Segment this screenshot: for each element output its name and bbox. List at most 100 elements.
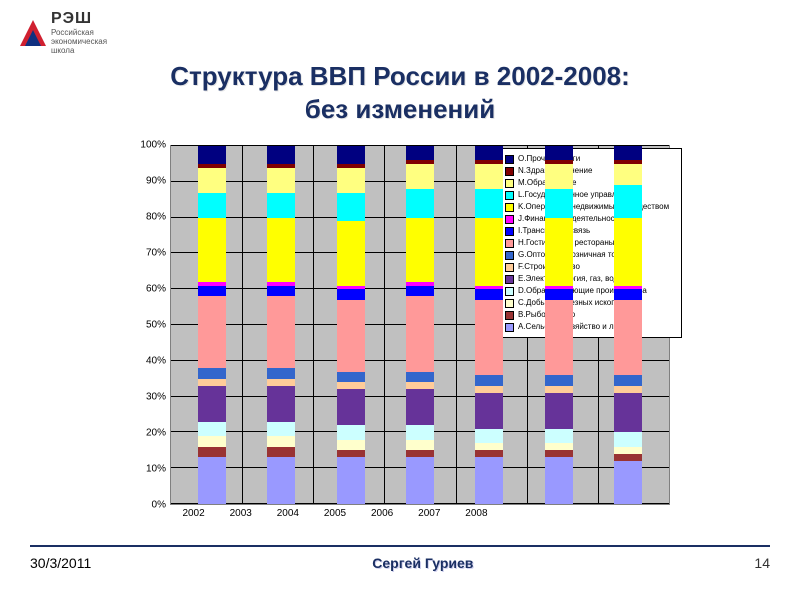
- gridline-v: [456, 146, 457, 504]
- legend-swatch: [505, 167, 514, 176]
- logo: РЭШ Российская экономическая школа: [20, 10, 107, 55]
- segment: [406, 450, 434, 457]
- x-tick-label: 2006: [371, 508, 393, 519]
- legend-swatch: [505, 251, 514, 260]
- segment: [406, 440, 434, 451]
- segment: [545, 289, 573, 300]
- segment: [198, 296, 226, 368]
- segment: [337, 168, 365, 193]
- legend-item: H.Гостиницы и рестораны: [505, 238, 677, 248]
- segment: [198, 193, 226, 218]
- y-tick-label: 90%: [146, 176, 166, 187]
- segment: [614, 454, 642, 461]
- segment: [545, 443, 573, 450]
- segment: [475, 146, 503, 160]
- legend-label: A.Сельское хозяйство и лес: [518, 322, 677, 332]
- legend-swatch: [505, 275, 514, 284]
- segment: [337, 450, 365, 457]
- legend-item: N.Здравоохранение: [505, 166, 677, 176]
- segment: [545, 146, 573, 160]
- segment: [545, 457, 573, 504]
- y-tick-label: 0%: [152, 500, 166, 511]
- logo-icon: [20, 20, 46, 46]
- segment: [337, 221, 365, 285]
- segment: [337, 146, 365, 164]
- footer-author: Сергей Гуриев: [372, 555, 473, 571]
- segment: [475, 289, 503, 300]
- segment: [198, 379, 226, 386]
- x-tick-label: 2005: [324, 508, 346, 519]
- segment: [406, 425, 434, 439]
- segment: [614, 386, 642, 393]
- segment: [406, 218, 434, 282]
- footer-page: 14: [754, 555, 770, 571]
- bar-2007: [545, 146, 573, 504]
- legend-item: F.Строительство: [505, 262, 677, 272]
- legend-item: D.Обрабатывающие производства: [505, 286, 677, 296]
- segment: [475, 443, 503, 450]
- y-tick-label: 80%: [146, 212, 166, 223]
- segment: [198, 436, 226, 447]
- legend-label: G.Оптовая и розничная торговля: [518, 250, 677, 260]
- segment: [406, 296, 434, 371]
- segment: [614, 432, 642, 446]
- legend-swatch: [505, 155, 514, 164]
- gridline-v: [242, 146, 243, 504]
- legend-swatch: [505, 311, 514, 320]
- segment: [406, 457, 434, 504]
- x-tick-label: 2004: [277, 508, 299, 519]
- legend-label: N.Здравоохранение: [518, 166, 677, 176]
- segment: [545, 429, 573, 443]
- segment: [337, 372, 365, 383]
- footer-divider: [30, 545, 770, 547]
- legend-label: O.Прочие услуги: [518, 154, 677, 164]
- segment: [475, 450, 503, 457]
- y-tick-label: 10%: [146, 464, 166, 475]
- segment: [475, 164, 503, 189]
- segment: [614, 461, 642, 504]
- legend-label: B.Рыболовство: [518, 310, 677, 320]
- legend-swatch: [505, 227, 514, 236]
- segment: [406, 146, 434, 160]
- legend-swatch: [505, 179, 514, 188]
- segment: [406, 382, 434, 389]
- gridline-v: [313, 146, 314, 504]
- legend-item: B.Рыболовство: [505, 310, 677, 320]
- segment: [406, 189, 434, 218]
- y-tick-label: 20%: [146, 428, 166, 439]
- segment: [337, 289, 365, 300]
- segment: [545, 375, 573, 386]
- segment: [198, 386, 226, 422]
- legend-label: D.Обрабатывающие производства: [518, 286, 677, 296]
- segment: [406, 372, 434, 383]
- y-axis-labels: 0%10%20%30%40%50%60%70%80%90%100%: [130, 145, 170, 505]
- segment: [614, 393, 642, 432]
- segment: [337, 382, 365, 389]
- segment: [475, 300, 503, 375]
- y-tick-label: 60%: [146, 284, 166, 295]
- y-tick-label: 30%: [146, 392, 166, 403]
- bar-2006: [475, 146, 503, 504]
- segment: [406, 389, 434, 425]
- legend-swatch: [505, 191, 514, 200]
- segment: [337, 389, 365, 425]
- bar-2002: [198, 146, 226, 504]
- segment: [267, 146, 295, 164]
- y-tick-label: 50%: [146, 320, 166, 331]
- segment: [545, 300, 573, 375]
- segment: [267, 168, 295, 193]
- legend-swatch: [505, 239, 514, 248]
- segment: [545, 218, 573, 286]
- segment: [337, 457, 365, 504]
- legend-item: J.Финансовая деятельность: [505, 214, 677, 224]
- legend-item: L.Государственное управление: [505, 190, 677, 200]
- y-tick-label: 70%: [146, 248, 166, 259]
- segment: [545, 164, 573, 189]
- legend-swatch: [505, 299, 514, 308]
- logo-title: РЭШ: [51, 10, 107, 28]
- legend-item: A.Сельское хозяйство и лес: [505, 322, 677, 332]
- bar-2005: [406, 146, 434, 504]
- legend-label: H.Гостиницы и рестораны: [518, 238, 677, 248]
- legend-label: F.Строительство: [518, 262, 677, 272]
- segment: [267, 447, 295, 458]
